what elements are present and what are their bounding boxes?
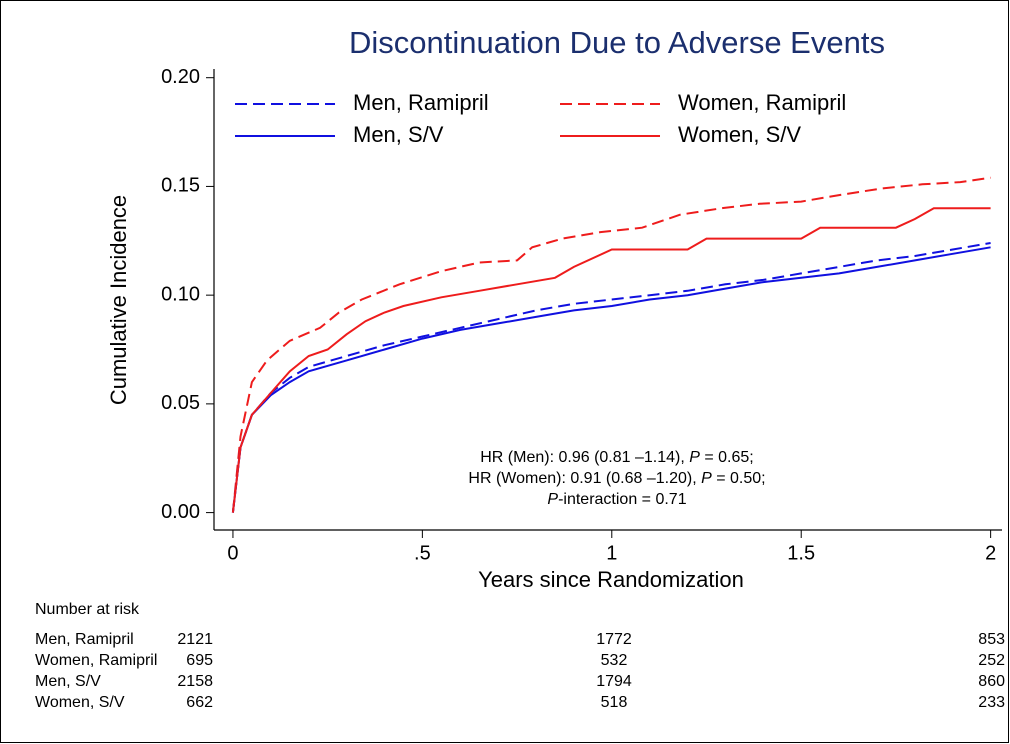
risk-row-label: Men, Ramipril [35, 631, 134, 648]
x-tick-label: 1.5 [787, 542, 815, 564]
y-axis-title: Cumulative Incidence [106, 195, 131, 405]
annotation: P-interaction = 0.71 [547, 491, 686, 508]
series-line [231, 246, 991, 513]
legend-label: Women, S/V [678, 122, 801, 147]
annotation-part: P [701, 470, 712, 487]
series-line [231, 242, 991, 513]
annotation-part: P [547, 491, 558, 508]
risk-table-title: Number at risk [35, 601, 140, 618]
y-tick-label: 0.15 [161, 175, 200, 197]
risk-row-label: Men, S/V [35, 673, 101, 690]
x-tick-label: 1 [606, 542, 617, 564]
risk-value: 252 [978, 652, 1005, 669]
series-line [231, 176, 991, 513]
annotation-part: P [689, 449, 700, 466]
x-axis-title: Years since Randomization [478, 567, 744, 592]
annotation-part: HR (Women): 0.91 (0.68 –1.20), [468, 470, 701, 487]
y-tick-label: 0.05 [161, 392, 200, 414]
y-tick-label: 0.00 [161, 501, 200, 523]
risk-value: 2158 [177, 673, 213, 690]
x-tick-label: .5 [414, 542, 431, 564]
risk-value: 518 [601, 694, 628, 711]
legend-label: Women, Ramipril [678, 90, 846, 115]
risk-value: 860 [978, 673, 1005, 690]
annotation: HR (Men): 0.96 (0.81 –1.14), P = 0.65; [480, 449, 753, 466]
risk-row-label: Women, S/V [35, 694, 125, 711]
risk-value: 853 [978, 631, 1005, 648]
annotation-part: = 0.65; [700, 449, 754, 466]
legend-label: Men, S/V [353, 122, 444, 147]
y-tick-label: 0.10 [161, 283, 200, 305]
chart-title: Discontinuation Due to Adverse Events [349, 25, 885, 60]
x-tick-label: 0 [227, 542, 238, 564]
risk-value: 1794 [596, 673, 632, 690]
risk-value: 532 [601, 652, 628, 669]
series-line [231, 207, 991, 513]
risk-value: 2121 [177, 631, 213, 648]
legend-label: Men, Ramipril [353, 90, 489, 115]
y-tick-label: 0.20 [161, 66, 200, 88]
risk-row-label: Women, Ramipril [35, 652, 157, 669]
x-tick-label: 2 [985, 542, 996, 564]
risk-value: 662 [186, 694, 213, 711]
risk-value: 695 [186, 652, 213, 669]
risk-value: 1772 [596, 631, 632, 648]
annotation-part: -interaction = 0.71 [558, 491, 687, 508]
annotation-part: = 0.50; [712, 470, 766, 487]
annotation-part: HR (Men): 0.96 (0.81 –1.14), [480, 449, 689, 466]
annotation: HR (Women): 0.91 (0.68 –1.20), P = 0.50; [468, 470, 765, 487]
risk-value: 233 [978, 694, 1005, 711]
